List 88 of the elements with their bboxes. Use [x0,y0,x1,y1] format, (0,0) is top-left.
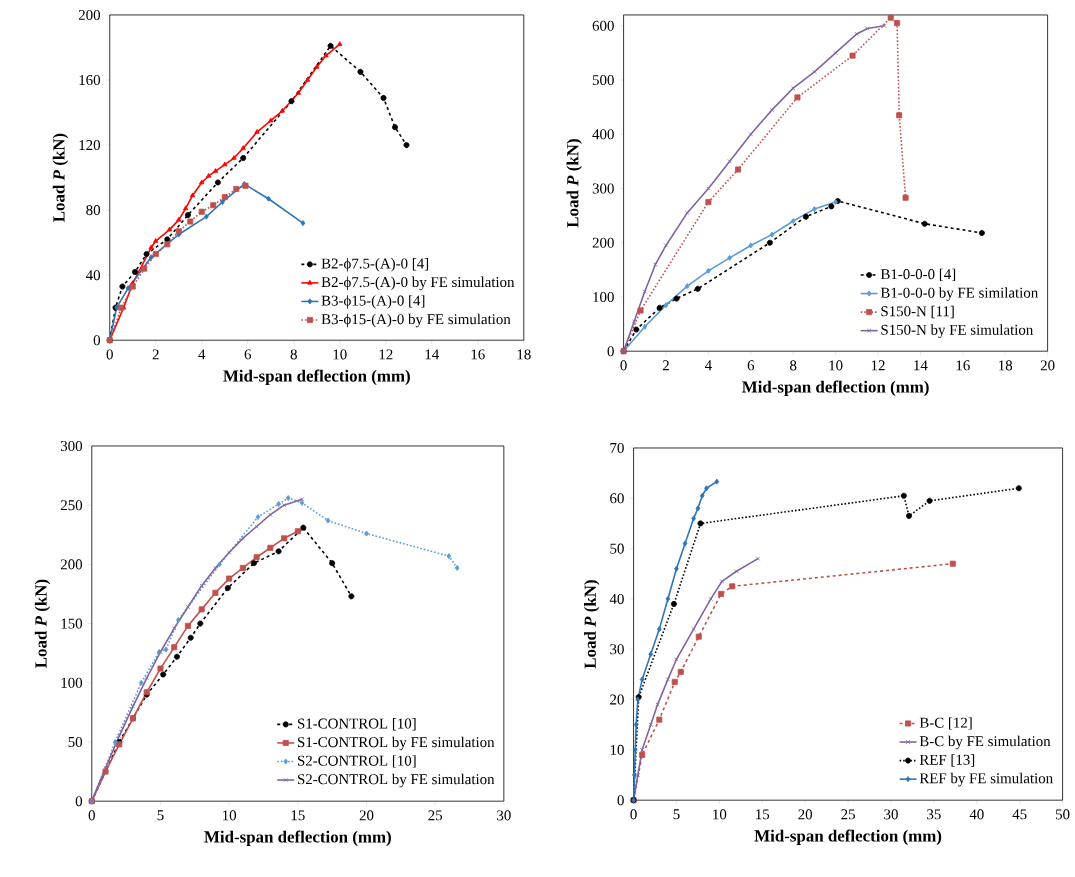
x-tick-label: 8 [290,349,297,360]
legend-label: S150-N by FE simulation [881,324,1034,338]
x-tick-label: 10 [333,349,347,360]
y-axis-title: Load P (kN) [584,580,600,669]
x-tick-label: 20 [1040,360,1055,371]
x-tick-label: 14 [914,360,928,371]
legend-label: S1-CONTROL by FE simulation [298,736,495,751]
y-tick-label: 250 [60,500,83,511]
y-tick-label: 0 [93,335,101,346]
x-tick-label: 16 [471,349,485,360]
x-tick-label: 40 [969,809,984,820]
y-tick-label: 600 [592,20,614,31]
y-tick-label: 100 [61,677,83,688]
legend-label: B-C [12] [919,717,972,730]
y-tick-label: 160 [79,74,101,86]
x-axis-title: Mid-span deflection (mm) [742,380,929,397]
legend-label: REF [13] [919,754,975,767]
x-tick-label: 5 [673,809,680,820]
y-tick-label: 70 [610,442,624,454]
x-tick-label: 2 [152,349,159,360]
y-tick-label: 150 [61,618,83,629]
y-tick-label: 400 [592,129,614,140]
x-tick-label: 20 [798,809,813,820]
legend-label: S2-CONTROL by FE simulation [298,773,495,788]
y-axis-title: Load P (kN) [566,139,582,228]
y-tick-label: 200 [78,9,101,20]
legend-label: S150-N [11] [881,305,954,319]
x-tick-label: 12 [871,360,885,371]
y-tick-label: 500 [592,75,614,86]
x-tick-label: 18 [517,349,531,360]
x-tick-label: 10 [713,809,727,820]
legend-label: B2-ϕ7.5-(A)-0 by FE simulation [321,276,515,291]
x-tick-label: 18 [999,360,1013,371]
y-tick-label: 40 [609,593,624,604]
y-tick-label: 200 [60,559,83,570]
y-tick-label: 40 [85,270,101,281]
x-tick-label: 20 [359,810,374,821]
x-tick-label: 6 [747,360,755,371]
x-tick-label: 0 [106,349,113,360]
x-tick-label: 4 [704,360,712,371]
x-tick-label: 6 [244,349,252,360]
x-tick-label: 15 [756,809,770,820]
x-tick-label: 35 [927,809,941,820]
x-tick-label: 15 [291,810,305,821]
x-axis-title: Mid-span deflection (mm) [223,369,410,386]
y-tick-label: 300 [592,183,614,194]
y-axis-title: Load P (kN) [34,579,51,668]
x-tick-label: 12 [379,349,393,360]
legend-label: S2-CONTROL [10] [298,755,416,768]
y-tick-label: 30 [610,644,624,655]
legend-label: B1-0-0-0 by FE similation [880,287,1039,301]
y-tick-label: 0 [617,795,624,806]
x-tick-label: 50 [1056,809,1070,820]
x-tick-label: 10 [829,360,843,371]
y-tick-label: 120 [79,140,101,151]
x-axis-title: Mid-span deflection (mm) [204,830,391,847]
x-tick-label: 8 [790,360,797,371]
x-axis-title: Mid-span deflection (mm) [754,829,942,846]
x-tick-label: 2 [662,360,669,371]
x-tick-label: 4 [198,349,206,360]
x-tick-label: 45 [1012,809,1027,820]
y-axis-title: Load P (kN) [52,133,69,222]
y-tick-label: 50 [610,543,624,554]
y-tick-label: 50 [68,736,83,747]
y-tick-label: 20 [610,694,624,705]
x-tick-label: 30 [497,810,511,821]
y-tick-label: 80 [86,205,101,216]
y-tick-label: 200 [592,237,614,248]
legend-label: S1-CONTROL [10] [298,718,416,731]
y-tick-label: 300 [60,440,83,451]
y-tick-label: 10 [610,744,624,755]
y-tick-label: 60 [610,493,624,504]
y-tick-label: 0 [75,796,83,807]
x-tick-label: 30 [884,809,898,820]
x-tick-label: 25 [428,810,443,821]
legend-label: REF by FE simulation [919,772,1053,787]
x-tick-label: 14 [425,349,440,360]
legend-label: B2-ϕ7.5-(A)-0 [4] [321,258,429,272]
x-tick-label: 10 [223,810,237,821]
legend-label: B3-ϕ15-(A)-0 by FE simulation [321,313,511,328]
legend-label: B-C by FE simulation [919,735,1051,750]
y-tick-label: 100 [593,291,614,302]
legend-label: B3-ϕ15-(A)-0 [4] [321,295,425,309]
x-tick-label: 5 [157,810,164,821]
x-tick-label: 25 [841,809,855,820]
x-tick-label: 0 [630,809,637,820]
legend-label: B1-0-0-0 [4] [880,268,956,282]
x-tick-label: 16 [956,360,970,371]
